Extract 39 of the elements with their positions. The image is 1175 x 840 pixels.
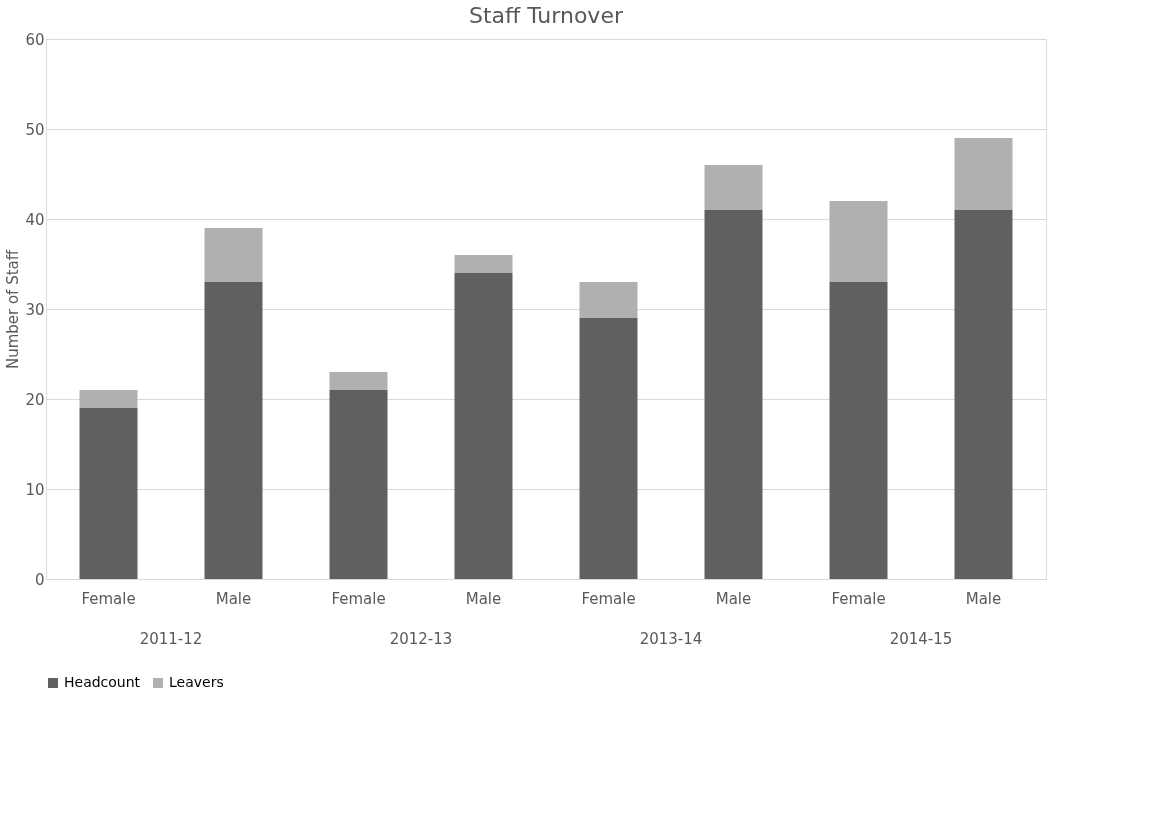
y-tick-label: 10 (25, 480, 45, 499)
bar (329, 390, 388, 579)
bar (454, 273, 513, 579)
bar (954, 210, 1013, 579)
bar (79, 390, 138, 408)
bar (204, 282, 263, 579)
x-tick-label: Male (465, 589, 502, 608)
y-tick-label: 0 (34, 570, 45, 589)
x-tick-label: Female (831, 589, 886, 608)
bar (579, 318, 638, 579)
bar (829, 201, 888, 282)
bar (704, 210, 763, 579)
text: 2014-15 (889, 630, 953, 648)
y-tick-label: 20 (25, 390, 45, 409)
bar (579, 282, 638, 318)
bar (454, 255, 513, 273)
text: 2013-14 (639, 630, 703, 648)
x-tick-label: Female (581, 589, 636, 608)
bar (79, 408, 138, 579)
text: 2011-12 (139, 630, 203, 648)
legend-label: Headcount (64, 674, 141, 690)
bar (204, 228, 263, 282)
y-axis-title: Number of Staff (4, 249, 23, 370)
bar (704, 165, 763, 210)
x-tick-label: Male (215, 589, 252, 608)
x-tick-label: Female (331, 589, 386, 608)
y-tick-label: 60 (25, 30, 45, 49)
text: 2012-13 (389, 630, 453, 648)
bar (954, 138, 1013, 210)
chart-title: Staff Turnover (469, 3, 624, 28)
bar (329, 372, 388, 390)
y-tick-label: 50 (25, 120, 45, 139)
x-tick-label: Male (965, 589, 1002, 608)
bar (829, 282, 888, 579)
x-tick-label: Male (715, 589, 752, 608)
x-tick-label: Female (81, 589, 136, 608)
y-tick-label: 30 (25, 300, 45, 319)
legend-label: Leavers (169, 674, 224, 690)
y-tick-label: 40 (25, 210, 45, 229)
